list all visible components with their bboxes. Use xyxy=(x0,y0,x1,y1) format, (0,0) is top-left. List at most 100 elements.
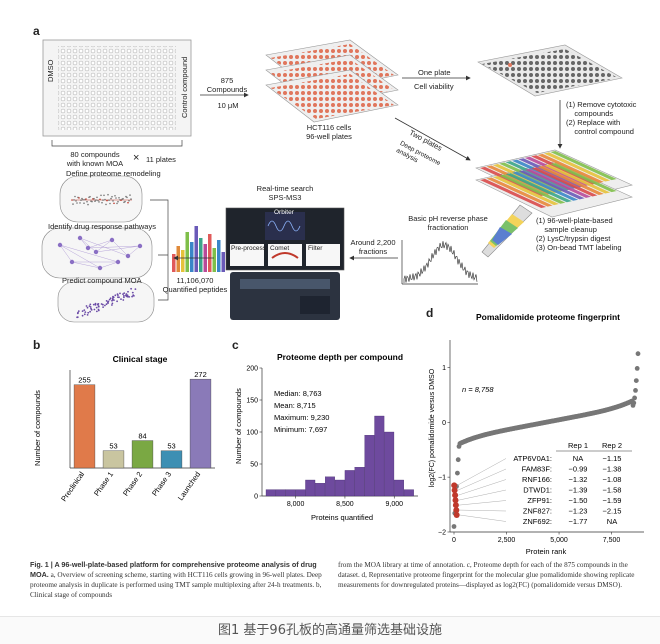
histogram-bar xyxy=(404,490,414,496)
table-rep2: −1.15 xyxy=(603,454,622,463)
chart-d-xlabel: Protein rank xyxy=(526,547,567,556)
histogram-bar xyxy=(276,490,286,496)
viability-plate xyxy=(478,45,622,96)
x-tick-label: 8,000 xyxy=(287,501,305,508)
table-protein-name: DTWD1: xyxy=(523,486,552,495)
peptides-label: 11,106,070 Quantified peptides xyxy=(160,276,230,294)
x-tick-label: 2,500 xyxy=(498,537,516,544)
table-protein-name: FAM83F: xyxy=(522,465,552,474)
table-leader-line xyxy=(458,480,506,496)
histogram-bar xyxy=(394,480,404,496)
bar-launched xyxy=(190,379,211,468)
category-label: Launched xyxy=(176,470,202,502)
y-tick-label: 100 xyxy=(246,430,258,437)
histogram-bar xyxy=(335,480,345,496)
histogram-bar xyxy=(345,470,355,496)
category-label: Preclinical xyxy=(59,470,86,503)
compound-plate xyxy=(43,40,191,136)
search-label: Real-time search SPS-MS3 xyxy=(250,184,320,202)
cleanup-steps: (1) 96-well-plate-based sample cleanup (… xyxy=(536,216,622,252)
caption-text-1: a, Overview of screening scheme, startin… xyxy=(30,571,322,599)
table-header: Rep 1 xyxy=(568,441,588,450)
table-protein-name: ATP6V0A1: xyxy=(513,454,552,463)
table-protein-name: ZNF692: xyxy=(523,517,552,526)
dmso-label: DMSO xyxy=(46,60,55,83)
y-tick-label: −2 xyxy=(438,530,446,537)
tmt-plates xyxy=(476,150,632,217)
protein-point xyxy=(452,524,457,529)
histogram-bar xyxy=(305,480,315,496)
protein-point xyxy=(635,366,640,371)
plate-description: 80 compounds with known MOA xyxy=(58,150,132,168)
y-tick-label: 150 xyxy=(246,398,258,405)
bar-value-label: 272 xyxy=(194,370,207,379)
stat-maximum: Maximum: 9,230 xyxy=(274,413,329,422)
proteome-remodeling-graphic xyxy=(60,176,142,222)
compounds-label: 875 Compounds xyxy=(205,76,249,94)
plate-count: 11 plates xyxy=(146,155,176,164)
table-protein-name: ZNF827: xyxy=(523,507,552,516)
histogram-bar xyxy=(355,467,365,496)
x-tick-label: 0 xyxy=(452,537,456,544)
bar-phase-1 xyxy=(103,451,124,468)
hct116-plate-stack xyxy=(266,40,398,122)
y-tick-label: 50 xyxy=(250,462,258,469)
pomalidomide-chart: Pomalidomide proteome fingerprint log2(F… xyxy=(426,310,652,558)
table-header: Rep 2 xyxy=(602,441,622,450)
bar-phase-3 xyxy=(161,451,182,468)
histogram-bar xyxy=(325,477,335,496)
histogram-bar xyxy=(365,435,375,496)
one-plate-label: One plate xyxy=(418,68,451,77)
histogram-bar xyxy=(266,490,276,496)
preprocess-label: Pre-process xyxy=(231,245,266,253)
category-label: Phase 3 xyxy=(150,470,173,498)
x-tick-label: 7,500 xyxy=(603,537,621,544)
fractionation-label: Basic pH reverse phase fractionation xyxy=(398,214,498,232)
bar-phase-2 xyxy=(132,441,153,468)
table-protein-name: RNF166: xyxy=(522,475,552,484)
table-protein-name: ZFP91: xyxy=(527,496,552,505)
pathways-graphic xyxy=(42,228,152,278)
chart-d-title: Pomalidomide proteome fingerprint xyxy=(476,312,620,322)
clinical-stage-chart: Clinical stage Number of compounds 255 Pr… xyxy=(30,348,225,548)
chart-b-ylabel: Number of compounds xyxy=(33,390,42,466)
times-sign: × xyxy=(133,152,139,164)
peptide-bars xyxy=(172,226,225,272)
protein-point xyxy=(631,401,636,406)
category-label: Phase 2 xyxy=(121,470,144,498)
cell-viability-label: Cell viability xyxy=(414,82,454,91)
remove-step: (1) Remove cytotoxic compounds (2) Repla… xyxy=(566,100,636,136)
identify-label: Identify drug response pathways xyxy=(48,222,156,231)
y-tick-label: 1 xyxy=(442,365,446,372)
chromatogram xyxy=(402,240,478,284)
proteome-depth-chart: Proteome depth per compound Number of co… xyxy=(232,348,422,528)
table-rep1: −1.77 xyxy=(569,517,588,526)
table-rep1: −1.39 xyxy=(569,486,588,495)
protein-point xyxy=(632,396,637,401)
bar-value-label: 53 xyxy=(167,442,175,451)
protein-point xyxy=(634,378,639,383)
table-leader-line xyxy=(457,459,506,486)
table-rep1: −1.23 xyxy=(569,507,588,516)
bar-value-label: 255 xyxy=(78,376,91,385)
define-label: Define proteome remodeling xyxy=(66,169,161,178)
x-tick-label: 8,500 xyxy=(336,501,354,508)
predict-label: Predict compound MOA xyxy=(62,276,142,285)
y-tick-label: 0 xyxy=(254,494,258,501)
caption-column-1: Fig. 1 | A 96-well-plate-based platform … xyxy=(30,560,322,600)
y-tick-label: −1 xyxy=(438,475,446,482)
x-tick-label: 9,000 xyxy=(386,501,404,508)
table-rep2: NA xyxy=(607,517,617,526)
search-screen xyxy=(226,208,344,270)
table-leader-line xyxy=(458,490,506,500)
table-rep2: −2.15 xyxy=(603,507,622,516)
mass-spectrometer xyxy=(230,272,340,320)
chart-c-ylabel: Number of compounds xyxy=(234,388,243,464)
table-rep1: −1.50 xyxy=(569,496,588,505)
stat-mean: Mean: 8,715 xyxy=(274,401,316,410)
fractions-label: Around 2,200 fractions xyxy=(346,238,400,256)
stat-minimum: Minimum: 7,697 xyxy=(274,425,327,434)
bar-value-label: 84 xyxy=(138,432,146,441)
stat-median: Median: 8,763 xyxy=(274,389,322,398)
chart-d-ylabel: log2(FC) pomalidomide versus DMSO xyxy=(429,368,436,487)
